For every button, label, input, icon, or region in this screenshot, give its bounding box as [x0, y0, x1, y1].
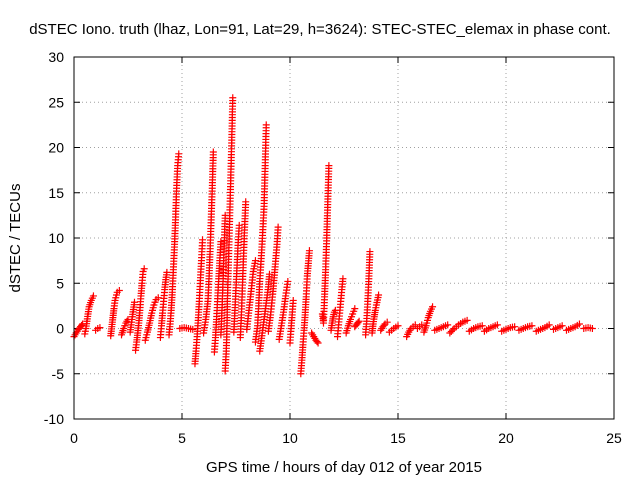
data-point [284, 277, 292, 285]
data-point [115, 286, 123, 294]
x-tick-label: 20 [498, 430, 514, 446]
data-point [354, 319, 362, 327]
data-point [339, 275, 347, 283]
data-point [511, 323, 519, 331]
data-point [325, 162, 333, 170]
data-point [429, 303, 437, 311]
data-point [217, 238, 225, 246]
data-point [449, 326, 457, 334]
grid [74, 57, 614, 419]
y-axis-label: dSTEC / TECUs [7, 184, 24, 293]
x-tick-label: 0 [70, 430, 78, 446]
data-point [366, 248, 374, 256]
data-point [411, 321, 419, 329]
data-point [558, 322, 566, 330]
data-point [493, 321, 501, 329]
y-tick-label: 5 [56, 275, 64, 291]
data-point [418, 321, 426, 329]
data-point [189, 325, 197, 333]
data-point [265, 270, 273, 278]
chart-title: dSTEC Iono. truth (lhaz, Lon=91, Lat=29,… [29, 21, 611, 38]
data-points [70, 94, 596, 378]
x-tick-label: 10 [282, 430, 298, 446]
data-point [289, 296, 297, 304]
data-point [305, 247, 313, 255]
data-point [251, 257, 259, 265]
plot-frame [73, 56, 615, 420]
data-point [199, 236, 207, 244]
data-point [380, 321, 388, 329]
y-tick-label: 0 [56, 321, 64, 337]
data-point [163, 268, 171, 276]
data-point [262, 121, 270, 129]
data-point [383, 318, 391, 326]
data-point [209, 148, 217, 156]
data-point [394, 322, 402, 330]
data-point [274, 223, 282, 231]
data-point [313, 338, 321, 346]
data-point [154, 294, 162, 302]
data-point [314, 339, 322, 347]
data-point [545, 321, 553, 329]
y-tick-label: -5 [52, 366, 65, 382]
x-tick-label: 5 [178, 430, 186, 446]
data-point [89, 292, 97, 300]
data-point [375, 291, 383, 299]
data-point [242, 198, 250, 206]
data-point [140, 265, 148, 273]
data-point [355, 317, 363, 325]
data-point [96, 324, 104, 332]
y-tick-label: 25 [48, 94, 64, 110]
y-tick-label: 30 [48, 49, 64, 65]
data-point [229, 94, 237, 102]
y-tick-label: 20 [48, 140, 64, 156]
axis-ticks: 0 5 10 15 20 25 -10 -5 0 5 10 15 20 25 30 [44, 49, 622, 446]
data-point [235, 221, 243, 229]
data-point [351, 305, 359, 313]
data-point [463, 316, 471, 324]
x-axis-label: GPS time / hours of day 012 of year 2015 [206, 459, 482, 476]
y-tick-label: 15 [48, 185, 64, 201]
data-point [588, 325, 596, 332]
data-point [444, 321, 452, 329]
data-point [528, 322, 536, 330]
data-point [575, 320, 583, 328]
data-point [130, 298, 138, 306]
data-point [78, 321, 86, 329]
data-point [175, 150, 183, 158]
data-point [478, 322, 486, 330]
y-tick-label: -10 [44, 411, 64, 427]
x-tick-label: 15 [390, 430, 406, 446]
y-tick-label: 10 [48, 230, 64, 246]
x-tick-label: 25 [606, 430, 622, 446]
